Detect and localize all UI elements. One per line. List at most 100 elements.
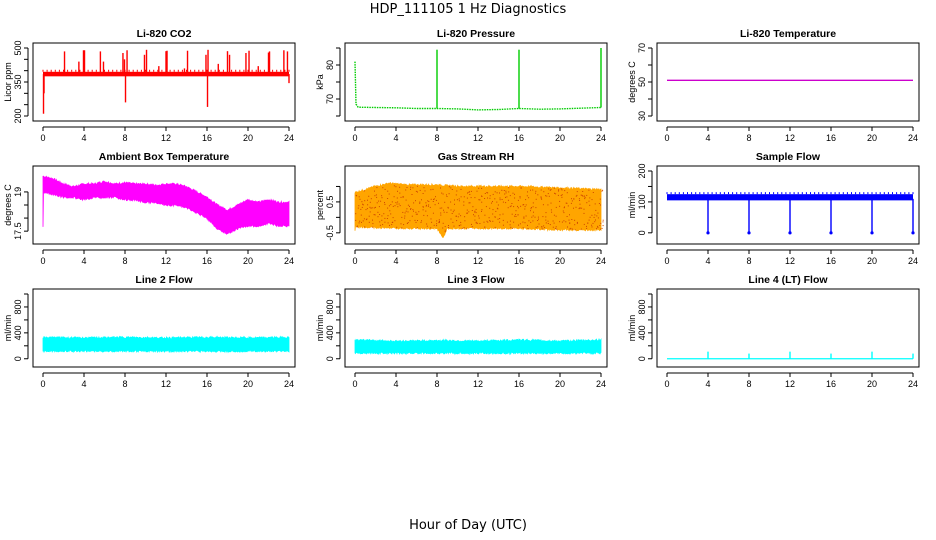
data-point (432, 188, 434, 190)
x-tick-label: 20 (555, 256, 565, 266)
x-tick-label: 4 (393, 379, 398, 389)
data-point (601, 190, 603, 192)
data-point (414, 219, 416, 221)
data-point (527, 228, 529, 229)
data-point (374, 195, 376, 197)
data-point (520, 187, 522, 189)
x-tick-label: 12 (161, 256, 171, 266)
data-point (448, 227, 449, 229)
data-point (578, 198, 580, 200)
data-point (457, 216, 459, 218)
data-point (504, 193, 506, 195)
data-point (581, 207, 583, 209)
data-point (481, 210, 482, 212)
data-point (576, 222, 578, 224)
data-point (602, 225, 604, 227)
data-point (384, 203, 386, 205)
data-point (509, 195, 511, 197)
data-point (407, 204, 409, 206)
data-point (375, 206, 376, 208)
data-point (494, 198, 496, 200)
data-point (587, 222, 589, 224)
data-point (502, 201, 504, 203)
data-point (368, 215, 370, 217)
data-point (384, 202, 385, 204)
data-point (376, 202, 378, 204)
panel-title: Line 4 (LT) Flow (748, 274, 828, 286)
x-tick-label: 24 (908, 133, 918, 143)
data-point (416, 185, 418, 187)
data-point (466, 209, 468, 211)
data-point (389, 224, 390, 226)
plot-frame (344, 288, 608, 368)
data-point (559, 221, 561, 223)
data-point (471, 210, 473, 211)
data-point (406, 187, 408, 188)
x-tick-label: 24 (284, 133, 294, 143)
data-point (570, 202, 572, 204)
x-tick-label: 24 (908, 256, 918, 266)
data-point (555, 215, 557, 217)
data-point (523, 216, 525, 218)
data-point (565, 202, 567, 204)
data-point (435, 196, 436, 198)
data-point (555, 206, 557, 208)
data-point (373, 214, 375, 216)
data-point (487, 192, 489, 194)
y-axis-label: degrees C (3, 184, 13, 226)
data-point (460, 196, 462, 198)
data-point (589, 204, 591, 206)
x-tick-label: 8 (746, 133, 751, 143)
data-point (399, 186, 401, 188)
data-point (553, 222, 555, 224)
data-point (442, 193, 444, 195)
data-point (571, 200, 573, 202)
data-point (435, 199, 437, 201)
data-point (552, 220, 554, 222)
data-point (377, 211, 379, 213)
data-point (488, 217, 490, 219)
data-point (411, 194, 413, 195)
data-point (404, 215, 406, 217)
data-point (436, 225, 438, 227)
data-point (484, 193, 486, 194)
data-point (415, 211, 417, 213)
data-point (405, 210, 407, 212)
data-point (391, 201, 393, 203)
data-point (487, 221, 489, 223)
data-point (579, 207, 581, 209)
data-point (494, 191, 496, 193)
data-point (532, 189, 534, 191)
panel-title: Line 3 Flow (447, 274, 505, 286)
data-point (426, 225, 428, 227)
data-point (369, 206, 371, 208)
data-point (438, 222, 440, 224)
data-point (396, 203, 398, 205)
x-tick-label: 24 (596, 379, 606, 389)
data-point (596, 215, 598, 217)
data-point (471, 223, 472, 225)
data-point (576, 194, 578, 196)
data-point (468, 191, 470, 193)
data-point (586, 194, 588, 196)
data-point (553, 214, 555, 216)
data-point (446, 196, 448, 197)
data-point (747, 231, 751, 235)
data-point (392, 217, 394, 219)
x-tick-label: 8 (434, 133, 439, 143)
data-point (586, 202, 588, 204)
data-point (554, 227, 556, 229)
data-point (570, 227, 572, 229)
data-point (381, 197, 383, 199)
data-point (535, 192, 536, 194)
x-tick-label: 12 (785, 133, 795, 143)
data-point (538, 223, 540, 225)
data-point (364, 200, 366, 202)
data-point (537, 194, 539, 196)
data-point (475, 222, 477, 224)
data-point (527, 191, 528, 193)
data-point (409, 205, 410, 207)
y-tick-label: 17.5 (13, 222, 23, 240)
chart-panel-8: Line 3 Flow ml/min 0 4 8 12 16 20 24 0 400 800 (315, 274, 608, 389)
data-point (563, 220, 565, 222)
